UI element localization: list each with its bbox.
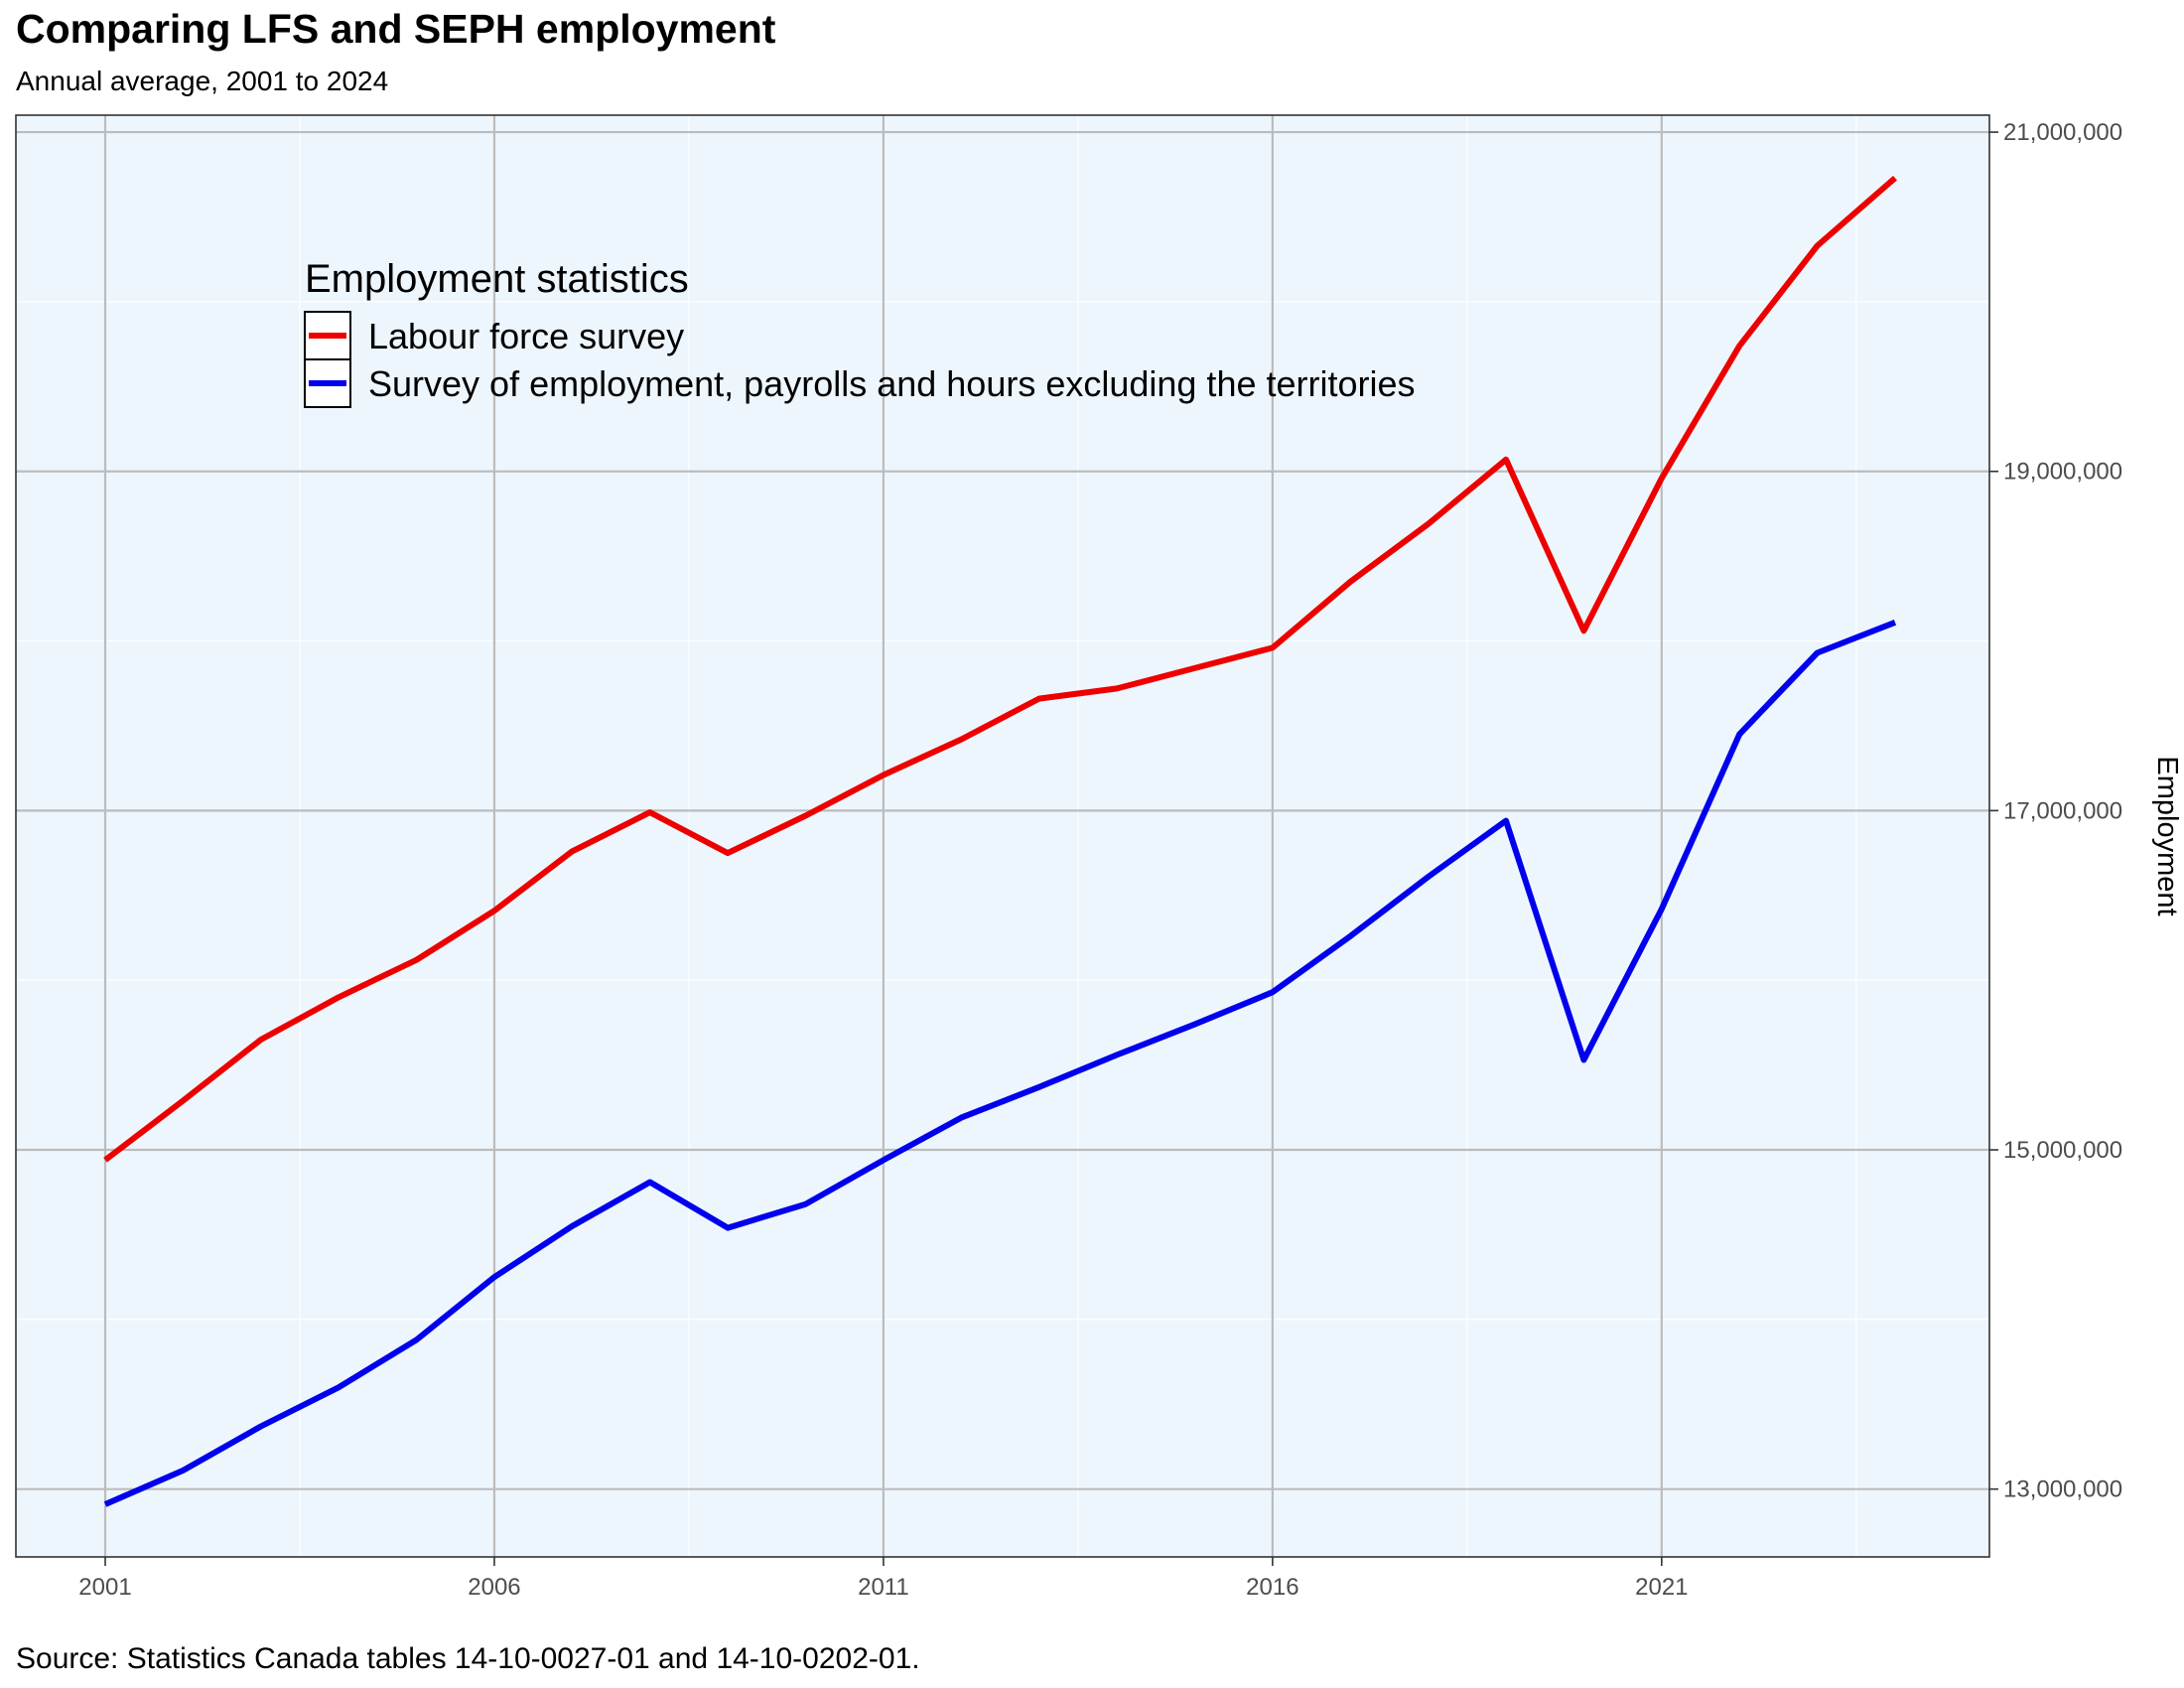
panel-border <box>15 114 1990 1558</box>
chart-caption: Source: Statistics Canada tables 14-10-0… <box>16 1642 920 1675</box>
y-tick-label: 13,000,000 <box>2003 1477 2122 1503</box>
line-chart: 2001 2006 2011 2016 2021 13,000,000 15,000,000… <box>15 114 2183 1601</box>
y-tick-label: 17,000,000 <box>2003 797 2122 824</box>
legend-label-1: Labour force survey <box>368 316 684 356</box>
legend-title: Employment statistics <box>305 257 689 301</box>
y-tick-label: 19,000,000 <box>2003 459 2122 486</box>
chart-subtitle: Annual average, 2001 to 2024 <box>16 66 389 96</box>
axes: 2001 2006 2011 2016 2021 13,000,000 15,000,000… <box>15 114 2183 1601</box>
legend: Employment statistics Labour force survey… <box>304 257 1416 408</box>
x-tick-label: 2021 <box>1635 1574 1688 1601</box>
x-tick-label: 2001 <box>78 1574 131 1601</box>
legend-label-2: Survey of employment, payrolls and hours… <box>368 363 1416 404</box>
series-line-2 <box>103 620 1897 1507</box>
y-tick-label: 21,000,000 <box>2003 119 2122 146</box>
chart-title: Comparing LFS and SEPH employment <box>16 6 776 52</box>
series-line-1 <box>103 175 1897 1163</box>
series-lines <box>103 175 1897 1507</box>
x-tick-label: 2011 <box>858 1574 909 1601</box>
grid-lines <box>16 115 1989 1557</box>
x-tick-label: 2006 <box>468 1574 520 1601</box>
y-axis-title: Employment <box>2151 756 2183 915</box>
x-tick-label: 2016 <box>1246 1574 1298 1601</box>
y-tick-label: 15,000,000 <box>2003 1137 2122 1164</box>
